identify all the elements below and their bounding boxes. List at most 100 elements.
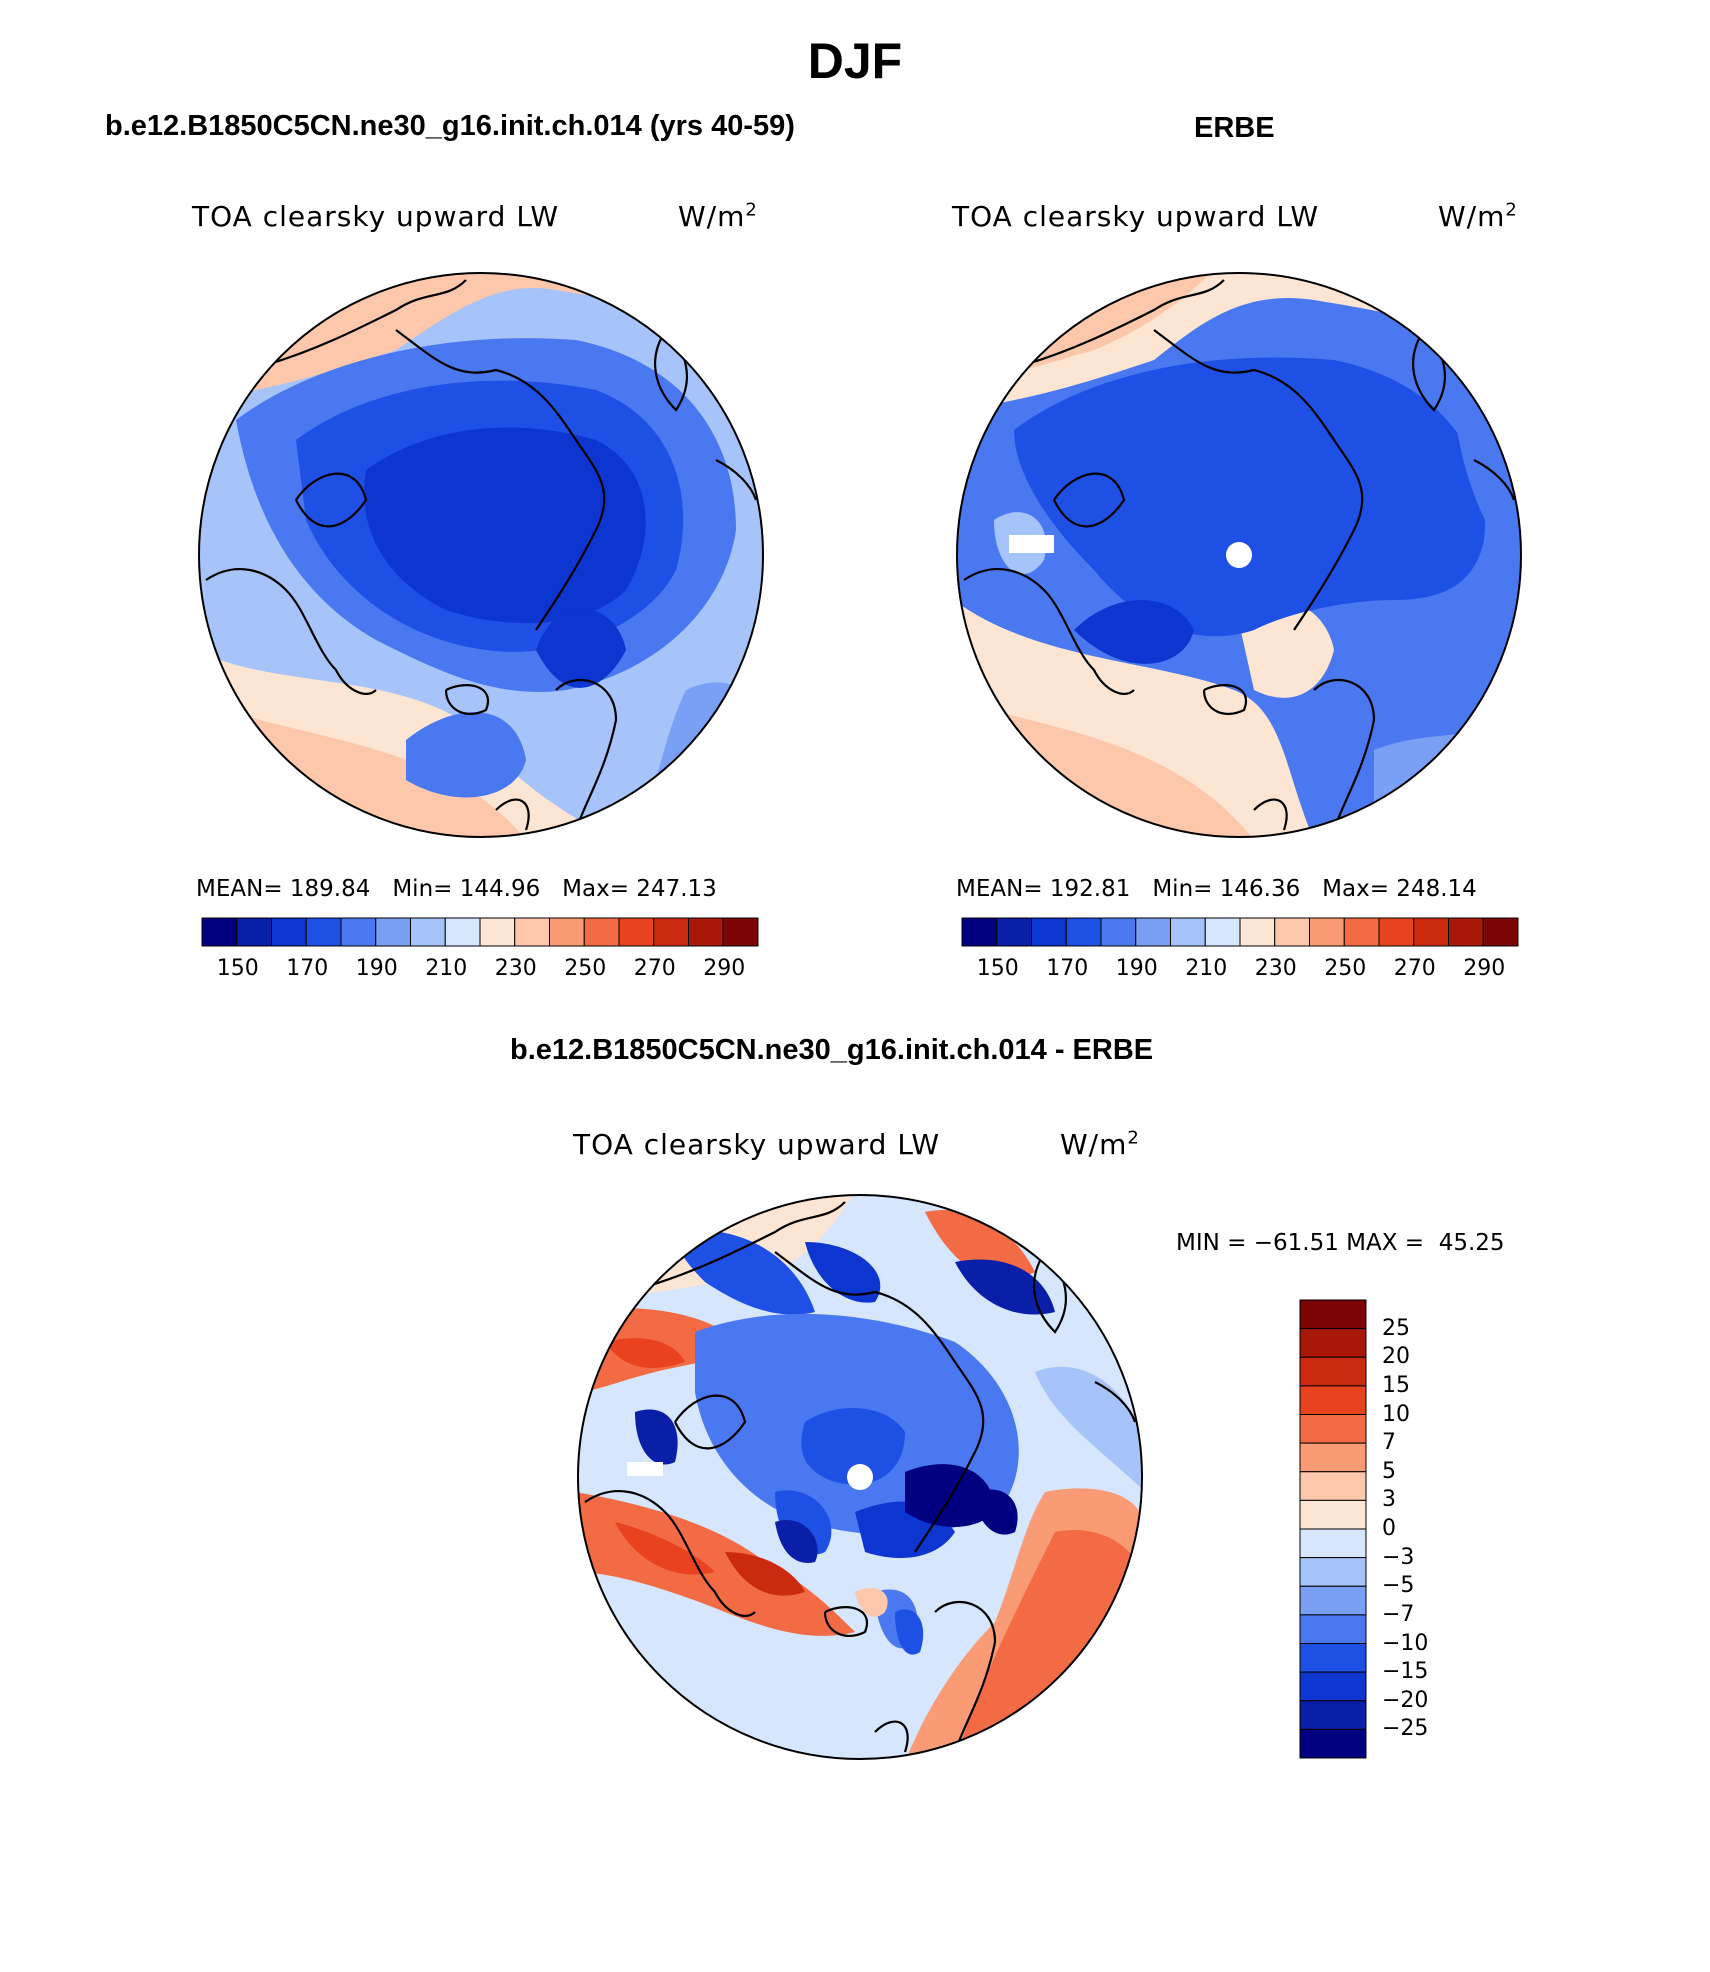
colorbar-tick-label: −3 (1382, 1544, 1415, 1570)
colorbar-swatch (1299, 1499, 1367, 1530)
colorbar-swatch (1135, 917, 1171, 947)
colorbar-tick-label: 210 (1185, 956, 1228, 981)
colorbar-tick-label: 270 (633, 956, 676, 981)
colorbar-tick-label: 3 (1382, 1487, 1396, 1513)
colorbar-tick-label: 230 (1254, 956, 1297, 981)
colorbar-swatch (1065, 917, 1102, 947)
panel-2-title: ERBE (1194, 112, 1275, 144)
colorbar-swatch (1299, 1700, 1367, 1730)
colorbar-tick-label: −7 (1382, 1601, 1415, 1627)
panel-1-stats: MEAN= 189.84 Min= 144.96 Max= 247.13 (196, 876, 717, 902)
colorbar-swatch (1100, 917, 1137, 947)
colorbar-swatch (1299, 1671, 1367, 1702)
colorbar-swatch (1299, 1471, 1367, 1501)
colorbar-tick-label: −5 (1382, 1573, 1415, 1599)
colorbar-tick-label: 15 (1382, 1372, 1410, 1398)
colorbar-tick-label: 190 (1115, 956, 1158, 981)
colorbar-swatch (1299, 1414, 1367, 1444)
colorbar-swatch (201, 917, 238, 947)
colorbar-swatch (1031, 917, 1067, 947)
colorbar-tick-label: 210 (425, 956, 468, 981)
colorbar-tick-label: 5 (1382, 1458, 1396, 1484)
colorbar-swatch (1239, 917, 1276, 947)
colorbar-tick-label: 10 (1382, 1401, 1410, 1427)
colorbar-tick-label: −25 (1382, 1716, 1429, 1742)
colorbar-swatch (618, 917, 655, 947)
panel-3-title: b.e12.B1850C5CN.ne30_g16.init.ch.014 - E… (510, 1034, 1154, 1066)
colorbar-tick-label: 170 (286, 956, 329, 981)
colorbar-swatch (1299, 1328, 1367, 1358)
colorbar-swatch (1378, 917, 1415, 947)
colorbar-tick-label: 20 (1382, 1344, 1410, 1370)
colorbar-swatch (479, 917, 516, 947)
colorbar-swatch (1343, 917, 1380, 947)
panel-3-minmax: MIN = −61.51 MAX = 45.25 (1176, 1230, 1505, 1256)
panel-2-colorbar (961, 917, 1519, 947)
colorbar-tick-label: 170 (1046, 956, 1089, 981)
page-title: DJF (807, 33, 903, 89)
colorbar-swatch (1274, 917, 1310, 947)
panel-2-polar-map (956, 272, 1522, 838)
panel-3-units: W/m2 (1060, 1127, 1140, 1161)
colorbar-swatch (583, 917, 620, 947)
panel-1-title: b.e12.B1850C5CN.ne30_g16.init.ch.014 (yr… (105, 110, 795, 142)
panel-3-polar-map (577, 1194, 1143, 1760)
panel-1-units: W/m2 (678, 199, 758, 233)
colorbar-tick-label: 250 (564, 956, 607, 981)
panel-1-variable: TOA clearsky upward LW (192, 200, 560, 233)
colorbar-swatch (722, 917, 759, 947)
colorbar-swatch (236, 917, 272, 947)
panel-2-units: W/m2 (1438, 199, 1518, 233)
colorbar-tick-label: −10 (1382, 1630, 1429, 1656)
colorbar-swatch (996, 917, 1032, 947)
colorbar-swatch (688, 917, 724, 947)
colorbar-swatch (1448, 917, 1484, 947)
colorbar-swatch (549, 917, 585, 947)
colorbar-tick-label: 150 (976, 956, 1019, 981)
colorbar-swatch (410, 917, 446, 947)
colorbar-swatch (1204, 917, 1241, 947)
colorbar-swatch (1482, 917, 1519, 947)
colorbar-tick-label: 290 (703, 956, 746, 981)
colorbar-tick-label: 190 (355, 956, 398, 981)
colorbar-swatch (1299, 1385, 1367, 1415)
colorbar-tick-label: 7 (1382, 1430, 1396, 1456)
colorbar-swatch (1299, 1728, 1367, 1759)
colorbar-swatch (305, 917, 342, 947)
colorbar-tick-label: 25 (1382, 1315, 1410, 1341)
panel-3-variable: TOA clearsky upward LW (573, 1128, 941, 1161)
panel-1-polar-map (198, 272, 764, 838)
colorbar-tick-label: −20 (1382, 1687, 1429, 1713)
colorbar-swatch (961, 917, 998, 947)
colorbar-swatch (514, 917, 550, 947)
colorbar-swatch (271, 917, 307, 947)
colorbar-tick-label: −15 (1382, 1659, 1429, 1685)
colorbar-swatch (1299, 1442, 1367, 1473)
colorbar-swatch (653, 917, 689, 947)
colorbar-tick-label: 250 (1324, 956, 1367, 981)
colorbar-tick-label: 270 (1393, 956, 1436, 981)
colorbar-tick-label: 150 (216, 956, 259, 981)
colorbar-tick-label: 290 (1463, 956, 1506, 981)
colorbar-swatch (1299, 1643, 1367, 1673)
colorbar-tick-label: 0 (1382, 1516, 1396, 1541)
colorbar-swatch (1299, 1356, 1367, 1387)
colorbar-swatch (340, 917, 377, 947)
panel-2-stats: MEAN= 192.81 Min= 146.36 Max= 248.14 (956, 876, 1477, 902)
panel-2-pole-marker (1226, 542, 1252, 568)
colorbar-swatch (375, 917, 411, 947)
colorbar-swatch (1299, 1557, 1367, 1587)
panel-3-colorbar (1299, 1299, 1367, 1759)
colorbar-swatch (1299, 1528, 1367, 1559)
colorbar-swatch (1299, 1614, 1367, 1644)
colorbar-swatch (1309, 917, 1345, 947)
colorbar-swatch (1299, 1585, 1367, 1616)
panel-2-variable: TOA clearsky upward LW (952, 200, 1320, 233)
panel-1-colorbar (201, 917, 759, 947)
colorbar-swatch (1299, 1299, 1367, 1330)
colorbar-swatch (1170, 917, 1206, 947)
panel-3-pole-marker (847, 1464, 873, 1490)
colorbar-swatch (1413, 917, 1449, 947)
colorbar-swatch (444, 917, 481, 947)
colorbar-tick-label: 230 (494, 956, 537, 981)
